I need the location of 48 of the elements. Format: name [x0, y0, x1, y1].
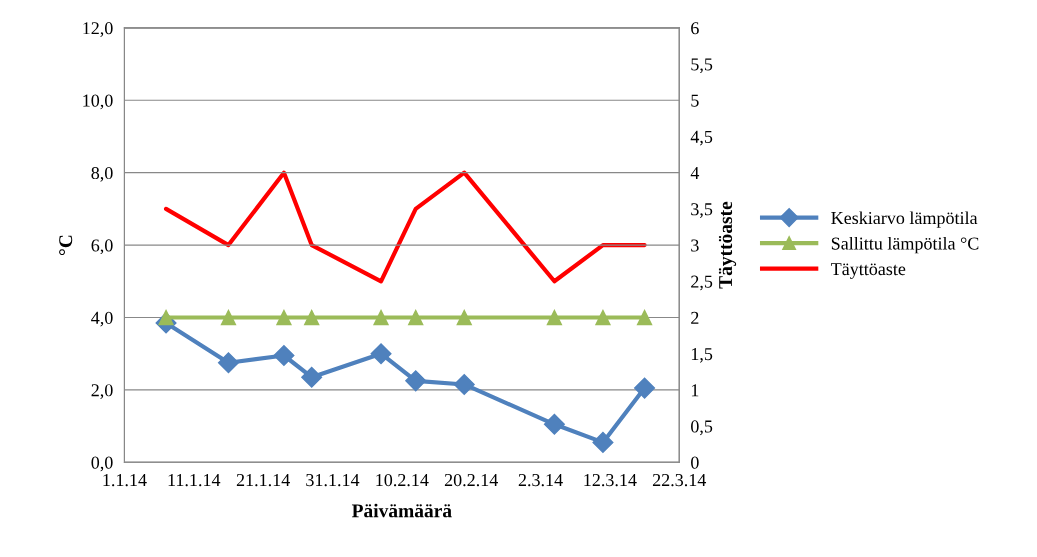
y-tick-label: 4,0 [91, 311, 113, 327]
y-tick-label: 2,0 [91, 384, 113, 399]
y2-axis-title: Täyttöaste [718, 201, 737, 289]
y-axis-title: °C [59, 235, 73, 256]
x-tick-label: 12.3.14 [584, 473, 637, 487]
point [217, 352, 239, 374]
point [546, 309, 563, 326]
y2-tick-label: 4 [690, 167, 700, 179]
y-tick-label: 8,0 [91, 166, 113, 182]
point [301, 366, 323, 388]
y2-tick-label: 0 [691, 456, 699, 469]
y2-tick-label: 2 [691, 311, 699, 324]
y2-tick-label: 2,5 [691, 275, 713, 291]
point [595, 309, 611, 326]
legend-label: Sallittu lämpötila °C [831, 236, 979, 254]
x-tick-label: 21.1.14 [236, 473, 290, 487]
x-tick-label: 11.1.14 [168, 474, 221, 487]
x-tick-label: 2.3.14 [518, 473, 563, 487]
y-tick-label: 10,0 [83, 94, 113, 110]
y-tick-label: 0,0 [91, 456, 113, 472]
y2-tick-label: 3 [691, 239, 699, 252]
legend-label: Keskiarvo lämpötila [831, 211, 978, 228]
point [220, 309, 237, 326]
y-tick-label: 6,0 [91, 239, 113, 255]
point [636, 309, 653, 326]
y-tick-label: 12,0 [83, 22, 113, 37]
x-tick-label: 20.2.14 [444, 473, 498, 487]
y2-tick-label: 0,5 [691, 420, 713, 436]
x-tick-label: 1.1.14 [103, 474, 147, 487]
x-axis-title: Päivämäärä [351, 503, 452, 518]
y2-tick-label: 1,5 [691, 348, 713, 363]
point [273, 344, 295, 367]
point [304, 309, 320, 326]
point [373, 309, 389, 326]
x-tick-label: 22.3.14 [652, 473, 707, 487]
point [592, 431, 614, 453]
y2-tick-label: 3,5 [691, 203, 713, 218]
legend-label: Täyttöaste [831, 263, 906, 279]
y2-tick-label: 5,5 [691, 58, 713, 74]
y2-tick-label: 6 [691, 22, 699, 35]
point [634, 377, 656, 399]
y2-tick-label: 4,5 [690, 130, 713, 146]
x-tick-label: 31.1.14 [306, 473, 360, 487]
x-tick-label: 10.2.14 [376, 473, 429, 487]
y2-tick-label: 5 [691, 94, 699, 107]
y2-tick-label: 1 [691, 384, 699, 397]
point [276, 309, 292, 326]
point [370, 343, 392, 365]
